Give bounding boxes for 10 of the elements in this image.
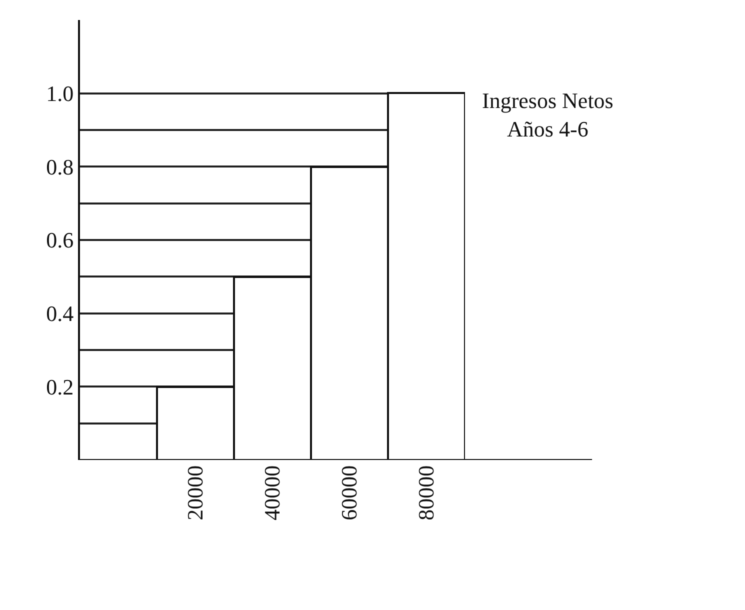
text: Ingresos Netos Años 4-6	[482, 88, 614, 142]
x-tick-label: 40000	[260, 465, 285, 520]
y-tick-label: 0.4	[46, 301, 74, 326]
x-tick-label: 60000	[336, 465, 362, 520]
y-tick-label: 0.2	[46, 374, 74, 400]
y-tick-label: 0.6	[46, 228, 74, 253]
x-tick-label: 20000	[182, 465, 208, 520]
y-tick-label: 1.0	[46, 81, 74, 106]
x-tick-label: 80000	[414, 465, 439, 520]
y-tick-label: 0.8	[46, 154, 74, 180]
